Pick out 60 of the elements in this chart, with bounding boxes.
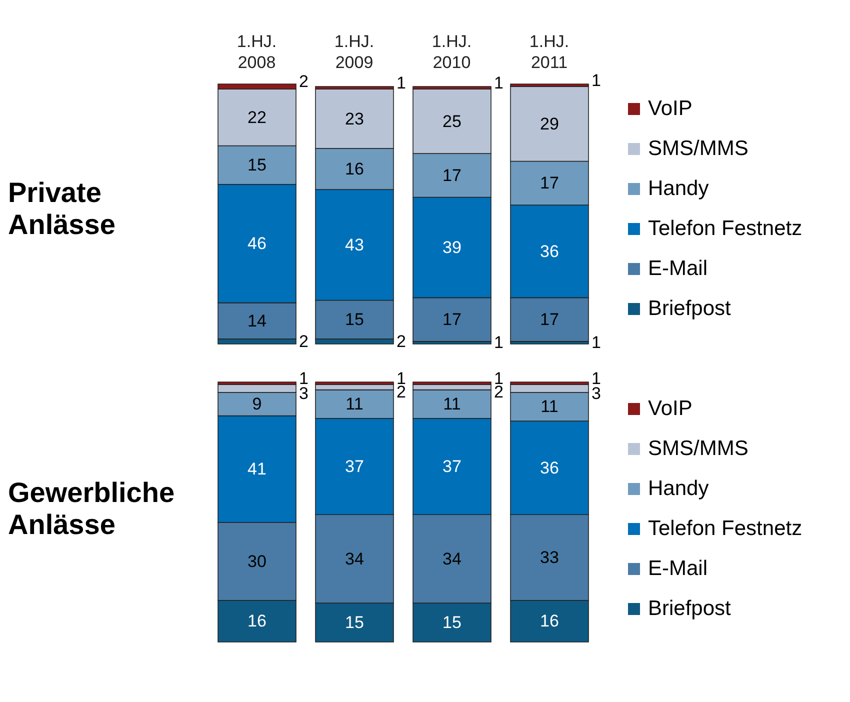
text: Telefon Festnetz [648, 517, 802, 541]
data-label: 2 [494, 382, 504, 402]
data-label: 41 [248, 460, 266, 479]
data-label: 22 [248, 108, 266, 127]
data-label: 1 [396, 73, 406, 92]
text: Private Anlässe [8, 177, 116, 241]
data-label: 2 [396, 382, 406, 402]
data-label: 37 [442, 457, 462, 476]
data-label: 17 [442, 166, 462, 185]
data-label: 15 [248, 156, 266, 175]
data-label: 2 [299, 72, 308, 92]
legend-label: E-Mail [648, 257, 708, 281]
legend-label: E-Mail [648, 557, 708, 581]
data-label: 29 [540, 114, 559, 134]
legend-label: VoIP [648, 397, 692, 421]
data-label: 17 [540, 174, 559, 193]
legend-label: Handy [648, 477, 709, 501]
data-label: 36 [540, 242, 559, 261]
data-label: 30 [248, 552, 266, 571]
data-label: 17 [540, 310, 559, 330]
data-label: 1 [494, 333, 504, 352]
data-label: 34 [442, 549, 462, 568]
data-label: 1 [494, 73, 504, 92]
data-label: 16 [345, 159, 364, 178]
data-label: 43 [345, 235, 364, 254]
data-label: 15 [442, 613, 462, 632]
data-label: 37 [345, 457, 364, 476]
data-label: 46 [248, 234, 266, 254]
x-tick-label: 1.HJ. 2008 [236, 32, 277, 72]
data-label: 11 [443, 394, 461, 414]
data-label: 9 [252, 394, 262, 414]
data-label: 14 [248, 311, 266, 330]
legend-label: SMS/MMS [648, 437, 748, 461]
data-label: 36 [540, 458, 559, 478]
data-label: 2 [396, 332, 406, 351]
data-label: 1 [592, 333, 601, 352]
legend-label: Handy [648, 177, 709, 201]
data-label: 39 [442, 238, 462, 257]
data-label: 16 [540, 612, 559, 631]
legend-label: Briefpost [648, 597, 731, 621]
data-label: 16 [248, 612, 266, 631]
x-tick-label: 1.HJ. 2010 [432, 32, 472, 72]
data-label: 1 [592, 70, 601, 90]
data-label: 25 [442, 112, 462, 131]
data-label: 34 [345, 549, 364, 568]
x-tick-label: 1.HJ. 2011 [529, 32, 570, 72]
data-label: 2 [299, 332, 308, 351]
data-label: 11 [346, 394, 364, 414]
text: Gewerbliche Anlässe [8, 477, 175, 541]
legend-label: SMS/MMS [648, 137, 748, 161]
data-label: 33 [540, 548, 559, 567]
data-label: 23 [345, 109, 364, 128]
legend-label: VoIP [648, 97, 692, 121]
data-label: 15 [345, 310, 364, 330]
text: Telefon Festnetz [648, 217, 802, 241]
x-tick-label: 1.HJ. 2009 [334, 32, 374, 72]
data-label: 17 [442, 310, 462, 330]
data-label: 15 [345, 613, 364, 632]
legend-label: Briefpost [648, 297, 731, 321]
data-label: 11 [540, 397, 558, 416]
